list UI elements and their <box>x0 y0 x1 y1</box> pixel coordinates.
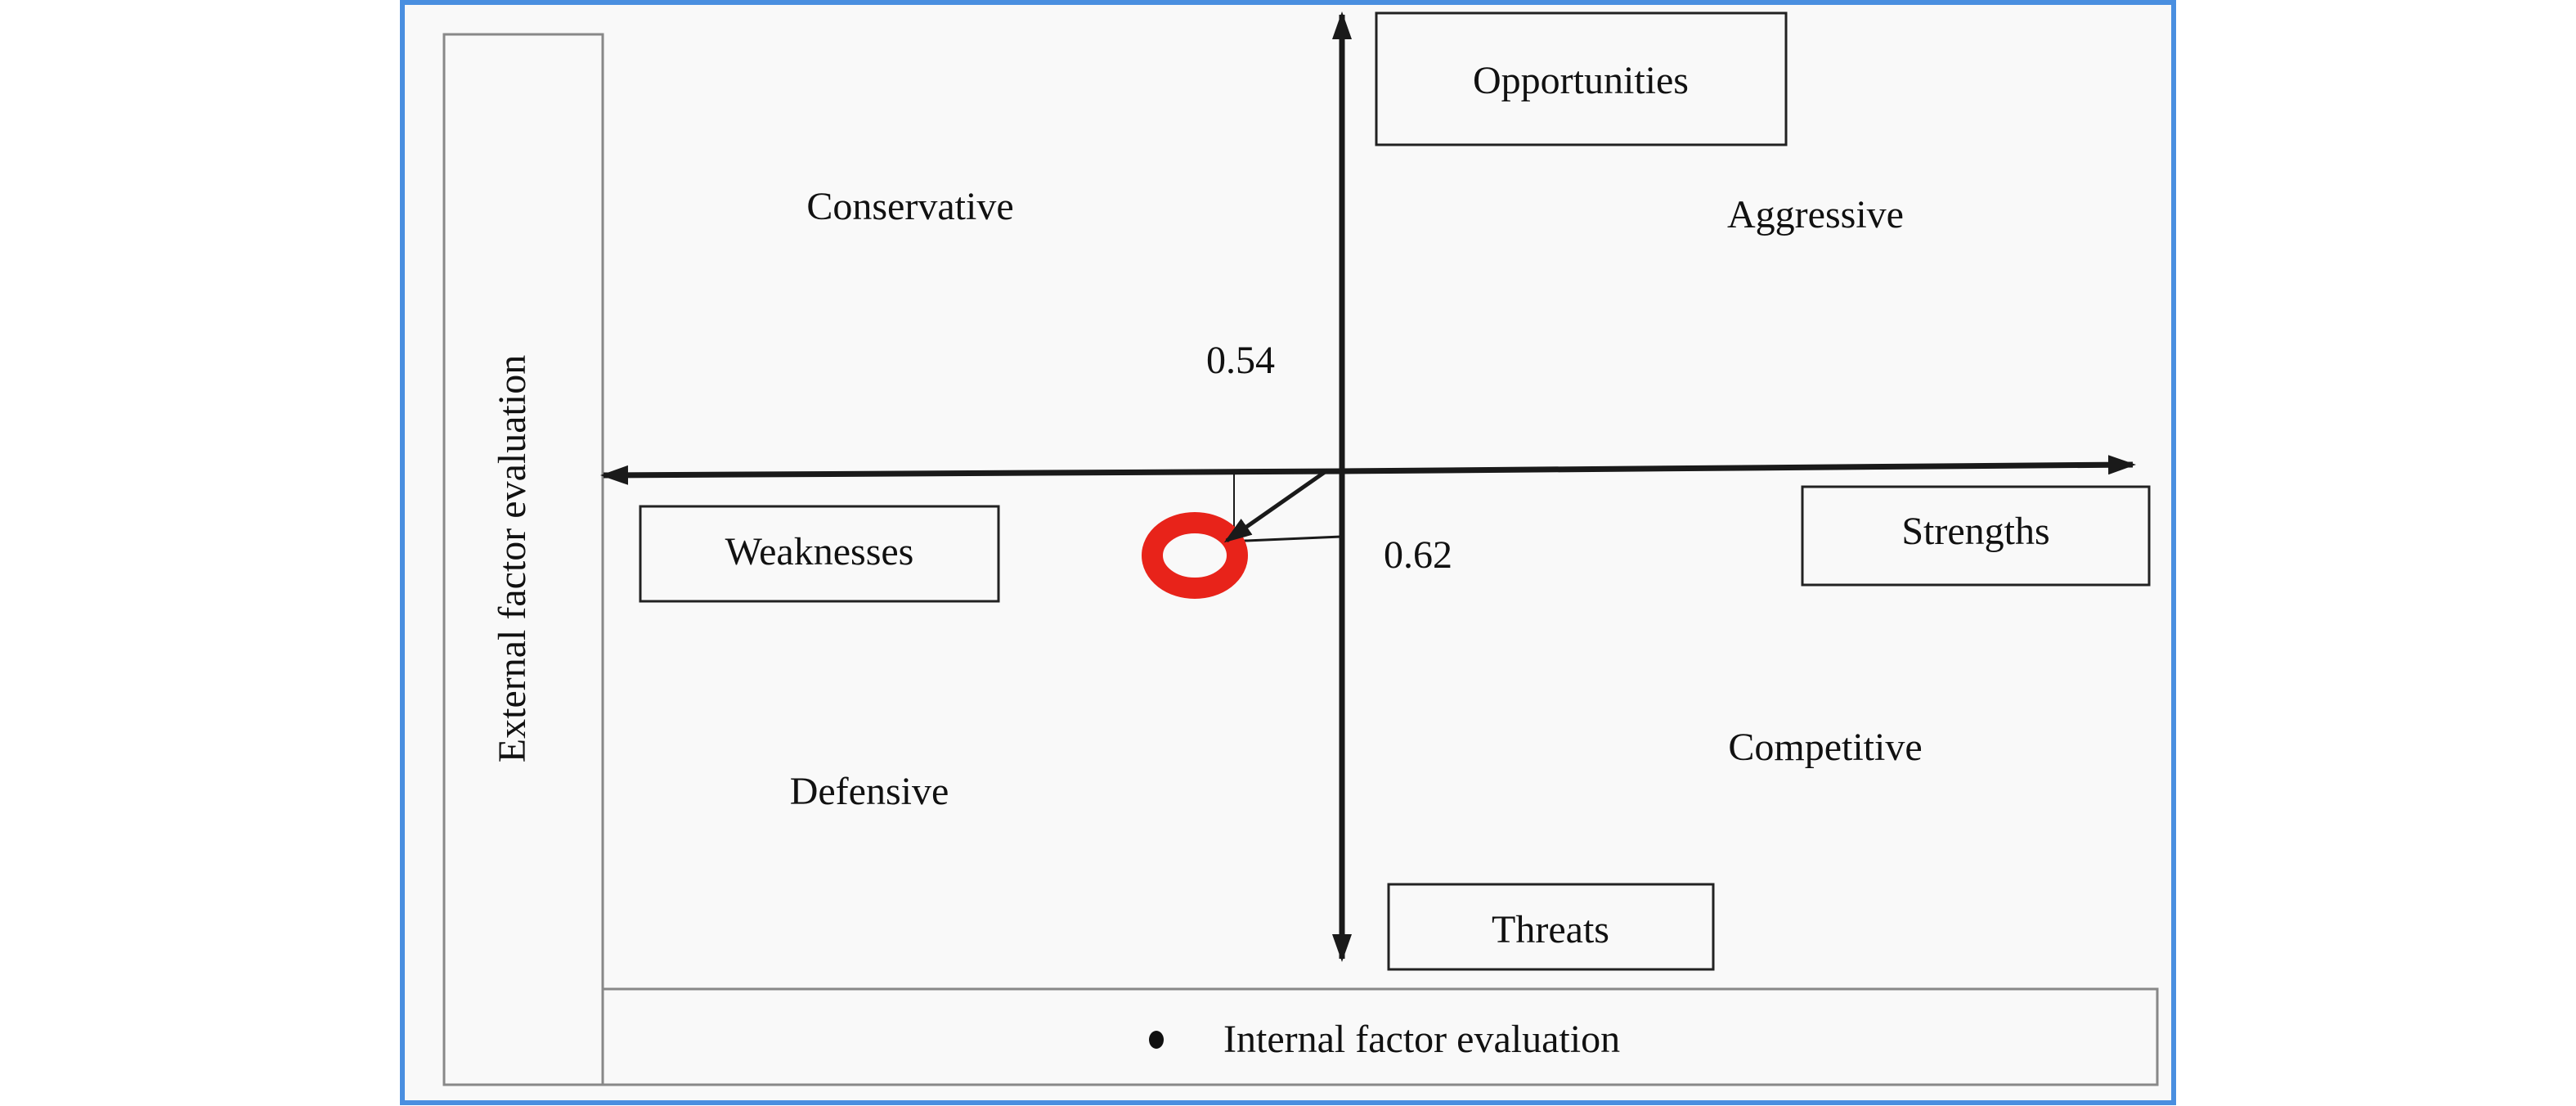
horizontal-axis-left <box>600 465 1343 485</box>
opportunities-label: Opportunities <box>1473 59 1689 102</box>
quadrant-conservative: Conservative <box>806 185 1013 228</box>
bullet-icon <box>1149 1031 1164 1049</box>
internal-value-label: 0.62 <box>1384 533 1452 577</box>
internal-factor-label: Internal factor evaluation <box>1223 1018 1620 1061</box>
strategic-position-marker <box>1142 512 1248 599</box>
opportunities-box: Opportunities <box>1375 11 1788 146</box>
strengths-label: Strengths <box>1901 510 2049 553</box>
quadrant-aggressive: Aggressive <box>1727 193 1904 236</box>
weaknesses-label: Weaknesses <box>725 530 914 573</box>
strengths-box: Strengths <box>1801 485 2151 587</box>
external-factor-box <box>442 33 604 1086</box>
position-vector-arrow <box>1223 468 1329 543</box>
quadrant-defensive: Defensive <box>790 770 949 813</box>
external-value-label: 0.54 <box>1206 339 1275 382</box>
horizontal-axis-right <box>1341 455 2136 475</box>
threats-box: Threats <box>1387 883 1715 971</box>
weaknesses-box: Weaknesses <box>639 505 1000 603</box>
internal-factor-box <box>601 987 2159 1086</box>
quadrant-competitive: Competitive <box>1728 726 1922 769</box>
threats-label: Threats <box>1492 908 1609 951</box>
external-factor-label: External factor evaluation <box>491 355 534 762</box>
